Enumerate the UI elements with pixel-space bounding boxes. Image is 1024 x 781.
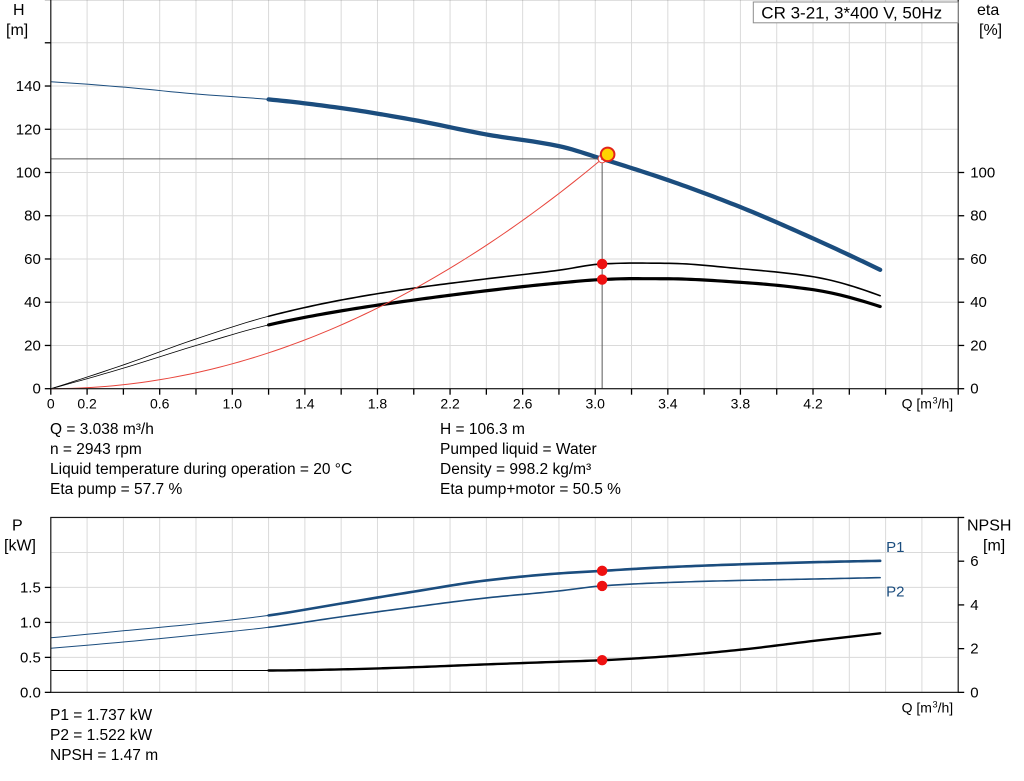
svg-text:0: 0 [32, 381, 40, 398]
svg-text:0.5: 0.5 [20, 649, 41, 666]
svg-text:100: 100 [970, 165, 995, 182]
svg-text:Q [m3/h]: Q [m3/h] [902, 396, 954, 412]
svg-text:3.8: 3.8 [731, 396, 751, 412]
svg-text:80: 80 [24, 208, 41, 225]
svg-text:60: 60 [970, 251, 987, 268]
svg-text:60: 60 [24, 251, 41, 268]
svg-text:4: 4 [970, 597, 978, 614]
svg-text:0.2: 0.2 [77, 396, 97, 412]
svg-text:0.6: 0.6 [150, 396, 170, 412]
svg-text:1.0: 1.0 [223, 396, 243, 412]
svg-text:eta: eta [977, 2, 999, 19]
svg-text:100: 100 [16, 165, 41, 182]
svg-text:[m]: [m] [983, 537, 1005, 554]
svg-text:2.2: 2.2 [440, 396, 460, 412]
svg-text:1.5: 1.5 [20, 579, 41, 596]
svg-text:40: 40 [970, 294, 987, 311]
svg-text:2: 2 [970, 641, 978, 658]
svg-text:6: 6 [970, 553, 978, 570]
svg-text:120: 120 [16, 121, 41, 138]
svg-text:40: 40 [24, 294, 41, 311]
svg-text:0: 0 [970, 684, 978, 701]
svg-text:[m]: [m] [6, 22, 28, 39]
svg-text:3.4: 3.4 [658, 396, 678, 412]
svg-text:80: 80 [970, 208, 987, 225]
svg-text:0.0: 0.0 [20, 684, 41, 701]
svg-text:1.4: 1.4 [295, 396, 315, 412]
svg-text:H: H [13, 2, 25, 19]
svg-text:NPSH: NPSH [967, 517, 1011, 534]
svg-text:P1: P1 [886, 539, 904, 556]
svg-text:Q [m3/h]: Q [m3/h] [902, 699, 954, 715]
svg-text:3.0: 3.0 [586, 396, 606, 412]
svg-text:4.2: 4.2 [803, 396, 823, 412]
svg-text:[kW]: [kW] [4, 537, 36, 554]
svg-text:0: 0 [47, 396, 55, 412]
svg-text:1.0: 1.0 [20, 614, 41, 631]
svg-text:140: 140 [16, 78, 41, 95]
svg-text:CR 3-21, 3*400 V, 50Hz: CR 3-21, 3*400 V, 50Hz [761, 4, 942, 23]
svg-text:[%]: [%] [979, 22, 1002, 39]
svg-text:20: 20 [970, 337, 987, 354]
svg-text:P: P [12, 517, 23, 534]
svg-text:2.6: 2.6 [513, 396, 533, 412]
svg-text:20: 20 [24, 337, 41, 354]
svg-text:0: 0 [970, 381, 978, 398]
svg-text:P2: P2 [886, 584, 904, 601]
svg-text:1.8: 1.8 [368, 396, 388, 412]
